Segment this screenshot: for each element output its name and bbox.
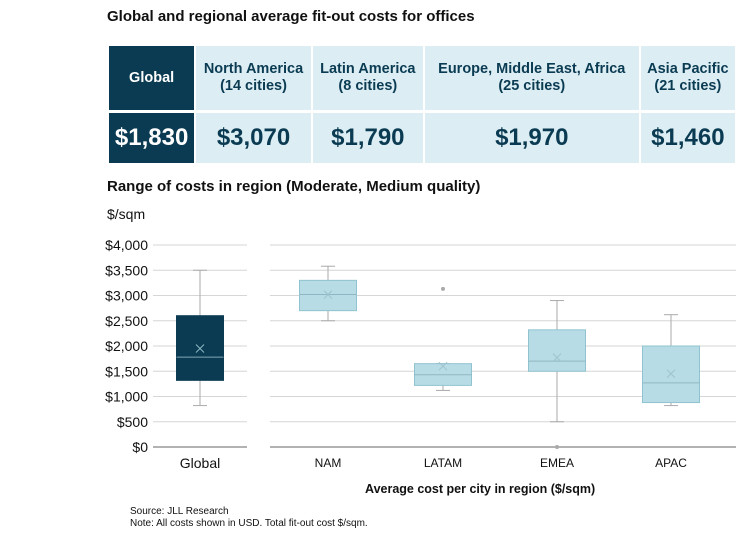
header-apac: Asia Pacific (21 cities) [640,46,735,110]
mean-marker [666,369,676,379]
cost-summary-table: Global North America (14 cities) Latin Am… [107,43,737,166]
x-tick-label: LATAM [424,456,462,470]
header-emea: Europe, Middle East, Africa (25 cities) [424,46,639,110]
x-tick-label: APAC [655,456,687,470]
value-emea: $1,970 [424,113,639,163]
header-nam: North America (14 cities) [196,46,311,110]
x-tick-label: EMEA [540,456,574,470]
box [528,329,586,372]
y-axis-label: $/sqm [107,206,146,222]
note-text: Note: All costs shown in USD. Total fit-… [130,518,368,529]
value-latam: $1,790 [312,113,423,163]
header-global: Global [109,46,195,110]
x-tick-label: NAM [315,456,342,470]
y-tick-label: $3,500 [105,262,148,278]
mean-marker [195,344,205,353]
value-nam: $3,070 [196,113,311,163]
y-tick-label: $0 [132,439,148,455]
y-tick-label: $3,000 [105,288,148,304]
page-title: Global and regional average fit-out cost… [107,8,475,25]
outlier-point [441,286,445,291]
x-tick-label: Global [180,455,220,471]
box [299,279,357,312]
header-latam: Latin America (8 cities) [312,46,423,110]
y-tick-label: $1,000 [105,389,148,405]
y-tick-label: $2,000 [105,338,148,354]
source-text: Source: JLL Research [130,506,229,517]
y-tick-label: $500 [117,414,148,430]
y-tick-label: $2,500 [105,313,148,329]
chart-title: Range of costs in region (Moderate, Medi… [107,178,481,195]
y-tick-label: $4,000 [105,237,148,253]
footer: Source: JLL Research Note: All costs sho… [130,506,368,530]
value-global: $1,830 [109,113,195,163]
y-tick-label: $1,500 [105,363,148,379]
mean-marker [438,361,448,371]
outlier-point [555,445,559,449]
mean-marker [323,290,333,299]
x-axis-label: Average cost per city in region ($/sqm) [365,482,596,496]
value-apac: $1,460 [640,113,735,163]
mean-marker [552,353,562,362]
